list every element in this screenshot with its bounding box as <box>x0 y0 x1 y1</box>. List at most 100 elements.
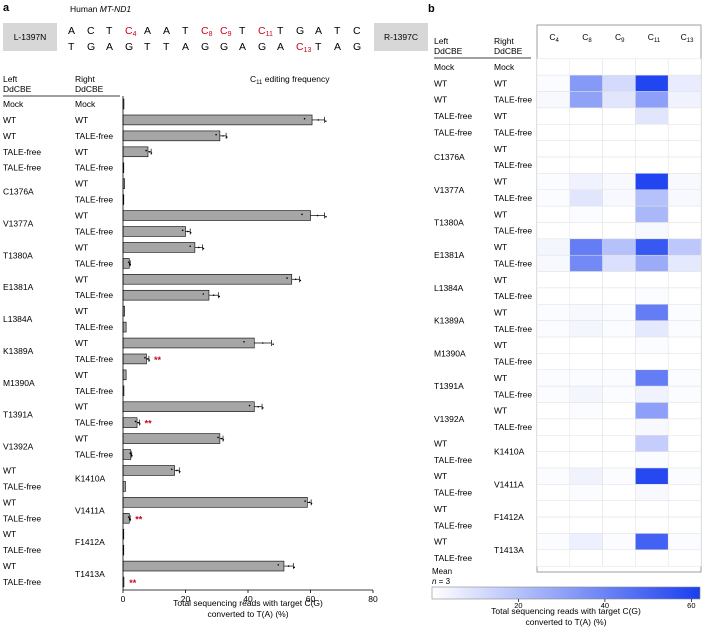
heatmap-cell-16-1 <box>569 320 603 338</box>
heatmap-cell-28-3 <box>635 516 669 534</box>
bottom-base-12: C13 <box>296 41 311 54</box>
heatmap-cell-16-4 <box>667 320 702 338</box>
chart-title: C11 editing frequency <box>250 74 330 86</box>
colorbar-tick-label-2: 60 <box>687 601 695 610</box>
a-xlabel-l2: converted to T(A) (%) <box>207 609 288 619</box>
heatmap-cell-30-1 <box>569 549 603 567</box>
bottom-base-9: A <box>239 41 246 53</box>
heatmap-cell-29-0 <box>536 533 571 551</box>
heatmap-cell-25-0 <box>536 467 571 485</box>
heatmap-cell-28-1 <box>569 516 603 534</box>
a-bar-3 <box>122 146 149 158</box>
heatmap-cell-14-1 <box>569 287 603 305</box>
a-dot-16-0 <box>144 356 146 359</box>
bottom-base-0: T <box>68 41 75 53</box>
a-dot-12-2 <box>218 295 221 298</box>
bottom-base-2: A <box>106 41 113 53</box>
colorbar-tick-label-0: 20 <box>514 601 522 610</box>
a-dot-23-0 <box>170 468 173 471</box>
b-xlabel-l2: converted to T(A) (%) <box>525 617 606 627</box>
heatmap-cell-7-3 <box>635 173 669 190</box>
heatmap-cell-1-2 <box>602 74 636 92</box>
heatmap-cell-26-2 <box>602 484 636 501</box>
b-row-right-21: WT <box>494 406 507 416</box>
heatmap-cell-24-2 <box>602 451 636 469</box>
heatmap-cell-25-1 <box>569 467 603 485</box>
heatmap-cell-13-1 <box>569 271 603 289</box>
a-dot-26-2 <box>129 518 132 521</box>
heatmap-cell-8-1 <box>569 189 603 207</box>
a-dot-2-0 <box>215 133 217 136</box>
heatmap-cell-5-2 <box>602 140 636 158</box>
heatmap-cell-19-3 <box>635 369 669 387</box>
heatmap-cell-20-2 <box>602 385 636 403</box>
colorbar-tick-label-1: 40 <box>601 601 609 610</box>
b-row-left-0: Mock <box>434 62 455 72</box>
b-col-left-l2: DdCBE <box>434 46 463 56</box>
b-row-right-22: TALE-free <box>494 422 532 432</box>
heatmap-cell-22-0 <box>536 418 571 436</box>
b-row-right-10: TALE-free <box>494 226 532 236</box>
top-base-13: A <box>315 25 322 37</box>
a-dot-21-2 <box>222 439 225 441</box>
a-dot-7-2 <box>325 215 327 218</box>
heatmap-cell-3-1 <box>569 107 603 125</box>
heatmap-cell-25-3 <box>635 467 669 485</box>
heatmap-cell-3-4 <box>667 107 702 125</box>
bottom-base-11: A <box>277 41 284 53</box>
a-row-left-25: WT <box>3 497 16 507</box>
a-dot-20-1 <box>137 421 140 424</box>
a-dot-3-2 <box>150 152 153 154</box>
a-dot-10-0 <box>127 261 130 263</box>
heatmap-cell-28-0 <box>536 516 571 534</box>
b-row-right-23: K1410A <box>494 447 525 457</box>
a-bar-12 <box>122 289 210 301</box>
panel-a-letter: a <box>3 2 10 14</box>
heatmap-cell-20-0 <box>536 385 571 403</box>
a-xtick-label-0: 0 <box>121 594 126 604</box>
heatmap-cell-26-4 <box>667 484 702 501</box>
heatmap-cell-18-0 <box>536 353 571 371</box>
a-dot-8-0 <box>181 229 184 232</box>
heatmap-cell-30-2 <box>602 549 636 567</box>
heatmap-cell-23-3 <box>635 435 669 452</box>
a-row-right-9: WT <box>75 242 88 252</box>
heatmap-cell-13-0 <box>536 271 571 289</box>
b-row-right-20: TALE-free <box>494 389 532 399</box>
a-row-right-6: TALE-free <box>75 195 113 205</box>
colorbar-n-rest: = 3 <box>436 577 450 586</box>
heatmap-cell-8-2 <box>602 189 636 207</box>
b-row-right-19: WT <box>494 373 507 383</box>
heatmap-cell-14-3 <box>635 287 669 305</box>
heatmap-cell-13-3 <box>635 271 669 289</box>
b-row-left-25: WT <box>434 471 447 481</box>
b-row-right-13: WT <box>494 275 507 285</box>
heatmap-cell-24-0 <box>536 451 571 469</box>
a-row-right-15: WT <box>75 338 88 348</box>
a-row-left-9: T1380A <box>3 250 33 260</box>
heatmap-cell-26-1 <box>569 484 603 501</box>
a-bar-8 <box>122 226 186 237</box>
a-dot-26-1 <box>128 517 131 520</box>
heatmap-cell-4-3 <box>635 124 669 141</box>
heatmap-cell-11-4 <box>667 238 702 256</box>
a-dot-16-2 <box>148 359 150 361</box>
heatmap-cell-21-1 <box>569 402 603 420</box>
heatmap-col-4: C13 <box>681 32 694 44</box>
a-row-left-28: TALE-free <box>3 545 41 555</box>
heatmap-col-3: C11 <box>648 32 661 44</box>
a-row-right-22: TALE-free <box>75 450 113 460</box>
b-row-left-5: C1376A <box>434 152 465 162</box>
heatmap-cell-18-1 <box>569 353 603 371</box>
b-row-left-1: WT <box>434 78 447 88</box>
top-base-15: C <box>353 25 361 37</box>
heatmap-cell-1-4 <box>667 74 702 92</box>
b-row-right-27: F1412A <box>494 512 524 522</box>
b-row-left-26: TALE-free <box>434 488 472 498</box>
b-col-right-l2: DdCBE <box>494 46 523 56</box>
a-dot-10-1 <box>128 262 131 265</box>
heatmap-cell-26-0 <box>536 484 571 501</box>
a-bar-19 <box>122 401 255 412</box>
left-tale-box: L-1397N <box>3 23 57 51</box>
a-row-right-18: TALE-free <box>75 386 113 396</box>
